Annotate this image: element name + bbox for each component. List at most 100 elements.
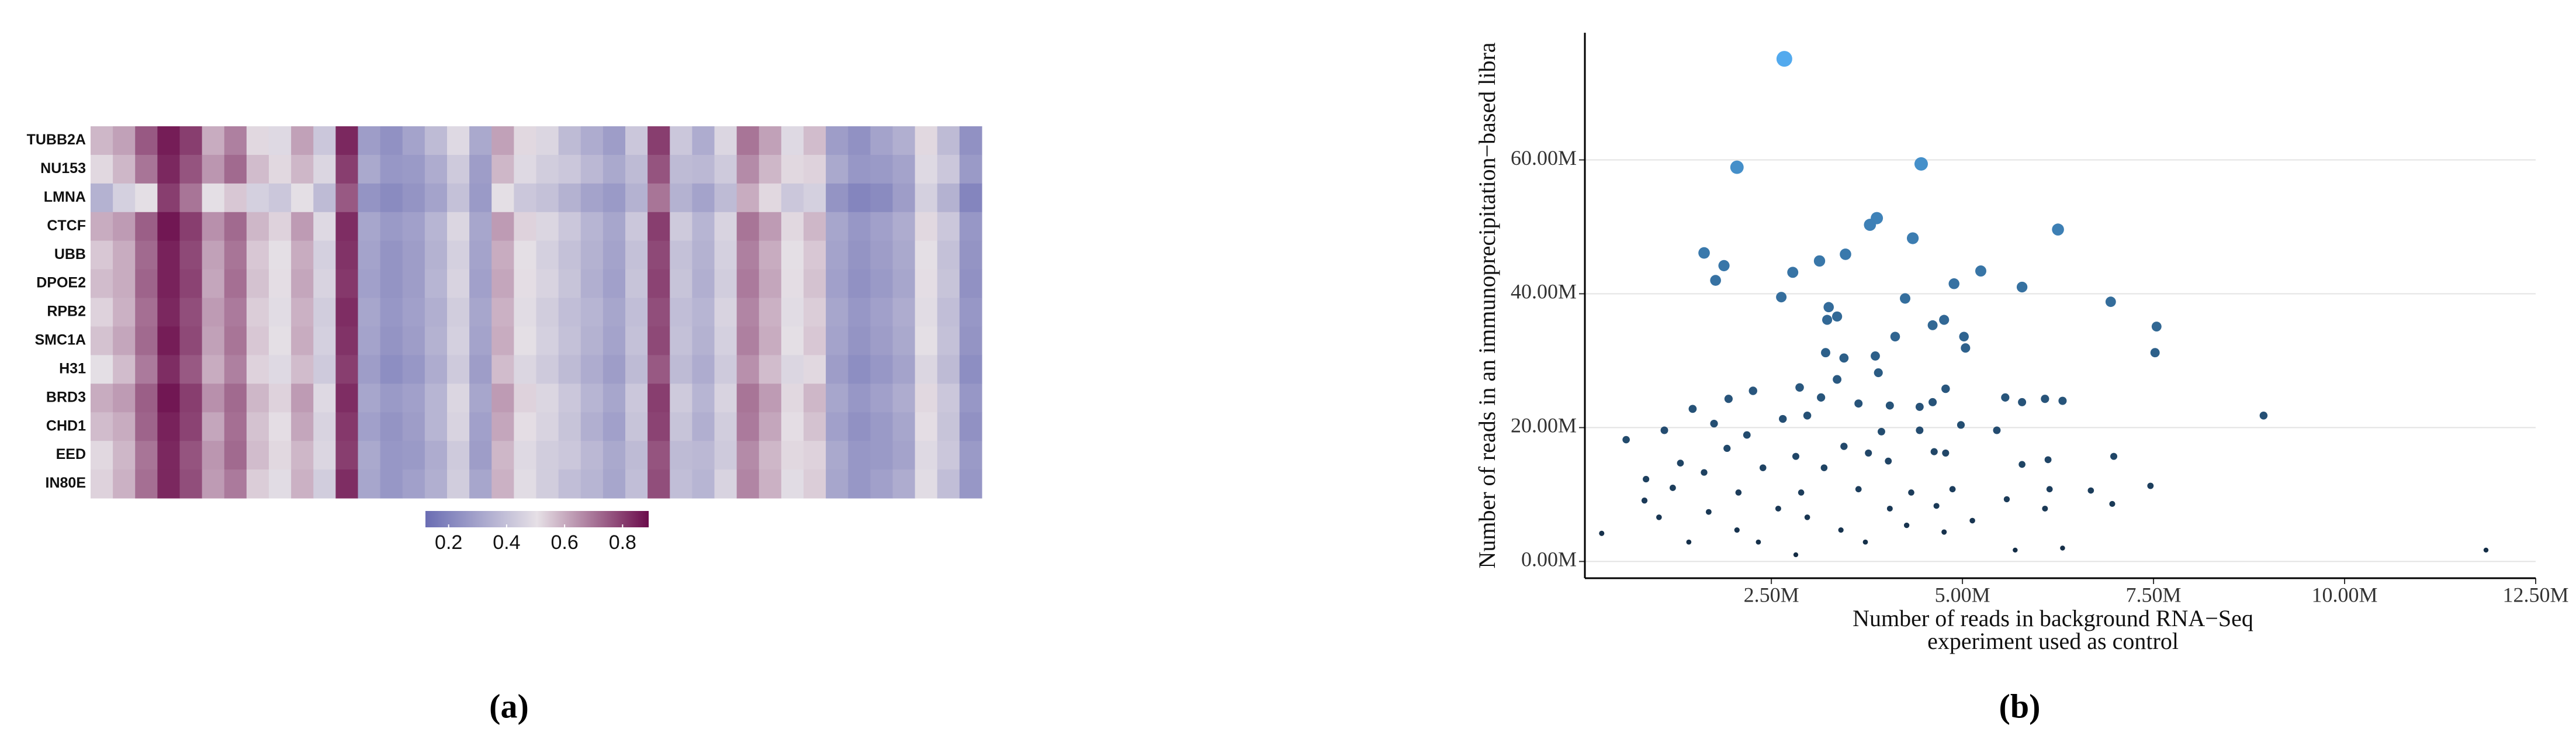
heatmap-cell [402, 154, 425, 184]
heatmap-cell [291, 441, 314, 470]
heatmap-cell [469, 326, 492, 355]
heatmap-cell [915, 326, 938, 355]
heatmap-cell [469, 212, 492, 241]
heatmap-cell [580, 126, 604, 156]
heatmap-cell [447, 384, 470, 413]
heatmap-cell [558, 212, 581, 241]
point [1823, 302, 1834, 313]
heatmap-cell [246, 240, 269, 270]
heatmap-cell [915, 183, 938, 213]
heatmap-cell [736, 355, 760, 384]
point [2110, 453, 2118, 460]
heatmap-cell [781, 469, 804, 499]
heatmap-cell [358, 326, 381, 355]
heatmap-cell [892, 240, 916, 270]
heatmap-cell [514, 126, 537, 156]
heatmap-cell [870, 240, 894, 270]
point [2044, 456, 2052, 464]
heatmap-cell [313, 269, 336, 299]
heatmap-cell [179, 269, 203, 299]
heatmap-cell [179, 298, 203, 327]
heatmap-cell [491, 269, 514, 299]
heatmap-cell [224, 212, 247, 241]
heatmap-cell [269, 298, 292, 327]
heatmap-cell [692, 240, 715, 270]
heatmap-cell [469, 298, 492, 327]
point [1833, 375, 1842, 384]
heatmap-cell [135, 412, 158, 441]
point [1885, 401, 1894, 410]
heatmap-cell [135, 154, 158, 184]
heatmap-cell [870, 298, 894, 327]
heatmap-cell [536, 298, 559, 327]
heatmap-cell [491, 355, 514, 384]
heatmap-cell [915, 240, 938, 270]
heatmap-cell [135, 126, 158, 156]
heatmap-cell [269, 154, 292, 184]
heatmap-cell [580, 183, 604, 213]
heatmap-cell [603, 126, 626, 156]
heatmap-cell [514, 240, 537, 270]
heatmap-cell [313, 298, 336, 327]
heatmap-cell [558, 412, 581, 441]
heatmap-cell [335, 154, 359, 184]
heatmap-cell [870, 212, 894, 241]
heatmap-cell [804, 154, 826, 184]
heatmap-cell [759, 269, 782, 299]
heatmap-cell [736, 183, 760, 213]
heatmap-cell [536, 469, 559, 499]
point [2109, 500, 2115, 507]
heatmap-cell [380, 154, 403, 184]
heatmap-cell [759, 326, 782, 355]
point [1993, 426, 2001, 434]
heatmap-cell [291, 298, 314, 327]
point [1822, 315, 1833, 325]
heatmap-cell [358, 126, 381, 156]
heatmap-cell [402, 441, 425, 470]
heatmap-cell [224, 384, 247, 413]
point [1723, 444, 1731, 453]
heatmap-cell [335, 469, 359, 499]
heatmap-cell [826, 126, 849, 156]
heatmap-cell [224, 240, 247, 270]
row-label: DPOE2 [36, 275, 86, 291]
heatmap-cell [269, 469, 292, 499]
point [1900, 293, 1910, 304]
point [1941, 384, 1950, 393]
heatmap-cell [380, 412, 403, 441]
point [1831, 311, 1843, 322]
heatmap-cell [625, 183, 648, 213]
heatmap-cell [670, 183, 693, 213]
heatmap-cell [915, 126, 938, 156]
heatmap-cell [804, 183, 826, 213]
heatmap-cell [625, 212, 648, 241]
point [1840, 248, 1851, 260]
heatmap-cell [269, 441, 292, 470]
heatmap-cell [113, 269, 136, 299]
heatmap-cell [603, 355, 626, 384]
point [1792, 453, 1799, 460]
heatmap-cell [380, 269, 403, 299]
heatmap-cell [848, 441, 871, 470]
heatmap-cell [514, 412, 537, 441]
point [1903, 522, 1910, 529]
point [1942, 449, 1950, 457]
heatmap-cell [804, 384, 826, 413]
heatmap-cell [848, 269, 871, 299]
heatmap-cell [580, 384, 604, 413]
heatmap-cell [157, 212, 181, 241]
heatmap-cell [269, 412, 292, 441]
heatmap-cell [915, 469, 938, 499]
heatmap-cell [648, 298, 670, 327]
heatmap-cell [424, 298, 448, 327]
heatmap-cell [380, 469, 403, 499]
heatmap-cell [714, 269, 738, 299]
heatmap-cell [135, 183, 158, 213]
heatmap-cell [804, 469, 826, 499]
heatmap-cell [736, 441, 760, 470]
heatmap-cell [157, 412, 181, 441]
point [2013, 547, 2018, 553]
point [1915, 403, 1924, 411]
heatmap-cell [202, 183, 225, 213]
heatmap-cell [692, 183, 715, 213]
